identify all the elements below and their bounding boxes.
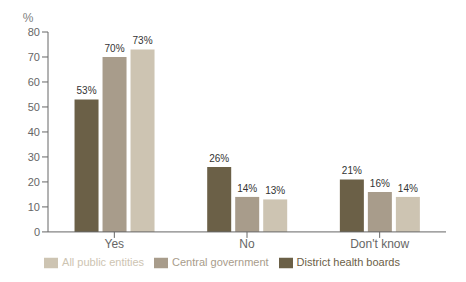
svg-text:Don't know: Don't know: [350, 237, 409, 251]
html-text:All public entities: All public entities: [62, 255, 144, 268]
svg-text:73%: 73%: [133, 35, 153, 46]
svg-text:Yes: Yes: [105, 237, 125, 251]
html-text:District health boards: District health boards: [296, 255, 400, 268]
svg-text:53%: 53%: [77, 85, 97, 96]
svg-text:%: %: [23, 11, 34, 25]
svg-text:70: 70: [28, 51, 40, 63]
svg-text:30: 30: [28, 151, 40, 163]
svg-text:0: 0: [34, 226, 40, 238]
svg-text:21%: 21%: [342, 165, 362, 176]
svg-text:13%: 13%: [265, 185, 285, 196]
svg-text:26%: 26%: [209, 153, 229, 164]
svg-text:40: 40: [28, 126, 40, 138]
svg-text:60: 60: [28, 76, 40, 88]
svg-text:No: No: [239, 237, 255, 251]
svg-text:70%: 70%: [105, 43, 125, 54]
svg-text:10: 10: [28, 201, 40, 213]
html-text:Central government: Central government: [172, 255, 269, 268]
svg-text:50: 50: [28, 101, 40, 113]
svg-text:14%: 14%: [398, 183, 418, 194]
svg-text:80: 80: [28, 26, 40, 38]
svg-text:14%: 14%: [237, 183, 257, 194]
svg-text:16%: 16%: [370, 178, 390, 189]
svg-text:20: 20: [28, 176, 40, 188]
